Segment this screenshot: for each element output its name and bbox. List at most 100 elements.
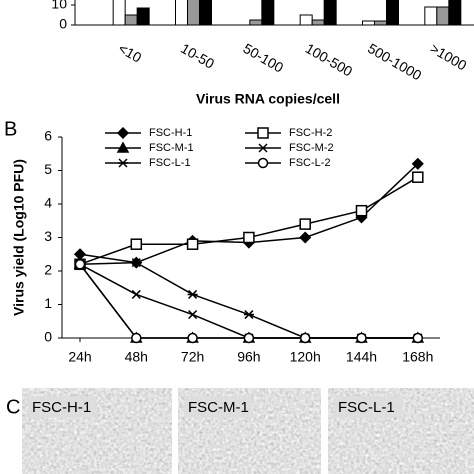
marker	[412, 332, 424, 344]
marker-part	[412, 332, 424, 344]
label-bg	[184, 396, 252, 418]
marker	[243, 332, 255, 344]
marker	[131, 289, 141, 299]
panel-label: B	[4, 118, 17, 140]
bar	[187, 0, 200, 26]
line	[79, 263, 418, 339]
bar	[311, 19, 325, 26]
marker-part	[131, 332, 142, 344]
bar	[374, 20, 387, 26]
bar	[386, 0, 399, 26]
line	[79, 176, 419, 266]
legend-label: FSC-M-2	[289, 142, 334, 154]
marker	[131, 258, 142, 268]
y-tick-label: 10	[51, 0, 67, 12]
marker-part	[187, 332, 198, 344]
bar	[175, 0, 188, 26]
marker	[257, 127, 269, 139]
line	[79, 261, 418, 339]
marker	[243, 310, 254, 320]
marker	[186, 238, 199, 250]
marker	[356, 332, 367, 344]
marker	[243, 231, 255, 244]
x-tick-label: 10-50	[178, 40, 217, 72]
bar	[124, 14, 138, 26]
marker-part	[243, 310, 254, 320]
y-tick-label: 6	[44, 128, 52, 144]
x-tick-label: 24h	[68, 349, 91, 365]
marker-part	[243, 231, 255, 244]
bar	[261, 0, 275, 26]
marker	[73, 248, 87, 261]
marker	[130, 238, 143, 250]
marker-part	[116, 126, 130, 140]
panel-label: C	[6, 396, 20, 418]
marker-part	[356, 332, 367, 344]
marker	[116, 126, 130, 140]
legend-label: FSC-L-1	[149, 157, 191, 169]
x-tick-label: <10	[116, 40, 145, 66]
marker	[131, 332, 142, 344]
bar	[112, 0, 126, 26]
x-tick-label: 50-100	[240, 40, 286, 76]
marker-part	[412, 171, 424, 183]
x-tick-label: 144h	[346, 349, 377, 365]
marker-part	[355, 204, 368, 217]
marker	[411, 157, 424, 170]
bar	[362, 20, 375, 26]
marker	[74, 259, 86, 270]
marker	[355, 204, 368, 217]
legend-label: FSC-L-2	[289, 157, 331, 169]
legend-label: FSC-H-1	[149, 127, 192, 139]
marker-part	[188, 310, 198, 320]
x-tick-label: >1000	[427, 40, 469, 74]
marker-part	[131, 258, 142, 268]
marker-part	[74, 259, 86, 270]
marker	[188, 310, 198, 320]
bar	[323, 0, 337, 26]
marker	[187, 289, 198, 299]
marker	[412, 171, 424, 183]
label-bg	[28, 396, 96, 418]
marker-part	[130, 238, 143, 250]
y-tick-label: 3	[44, 228, 52, 244]
bar	[249, 19, 263, 26]
marker-part	[118, 158, 128, 168]
x-axis-title: Virus RNA copies/cell	[196, 91, 340, 107]
legend-label: FSC-M-1	[149, 142, 194, 154]
bar	[199, 0, 212, 26]
y-tick-label: 2	[44, 262, 52, 278]
marker-part	[411, 157, 424, 170]
x-tick-label: 48h	[125, 349, 148, 365]
marker-part	[116, 141, 130, 153]
y-tick-label: 5	[44, 161, 52, 177]
marker-part	[243, 332, 255, 344]
marker	[299, 332, 311, 344]
y-tick-label: 0	[59, 16, 67, 32]
y-tick-label: 0	[44, 329, 52, 345]
marker	[187, 332, 198, 344]
marker-part	[257, 157, 269, 169]
x-tick-label: 96h	[237, 349, 260, 365]
marker	[258, 143, 268, 153]
legend-label: FSC-H-2	[289, 127, 332, 139]
x-tick-label: 100-500	[303, 40, 356, 80]
marker	[257, 157, 269, 169]
marker-part	[187, 289, 198, 299]
x-tick-label: 168h	[402, 349, 433, 365]
marker	[299, 231, 312, 244]
marker-part	[257, 127, 269, 139]
photo-label: FSC-L-1	[338, 399, 395, 416]
marker-part	[186, 238, 199, 250]
marker-part	[258, 143, 268, 153]
x-tick-label: 500-1000	[365, 40, 424, 84]
marker-part	[299, 231, 312, 244]
y-tick-label: 1	[44, 295, 52, 311]
marker	[116, 141, 130, 153]
marker	[299, 218, 311, 230]
marker	[118, 158, 128, 168]
marker-part	[73, 248, 87, 261]
label-bg	[334, 396, 402, 418]
marker-part	[299, 218, 311, 230]
